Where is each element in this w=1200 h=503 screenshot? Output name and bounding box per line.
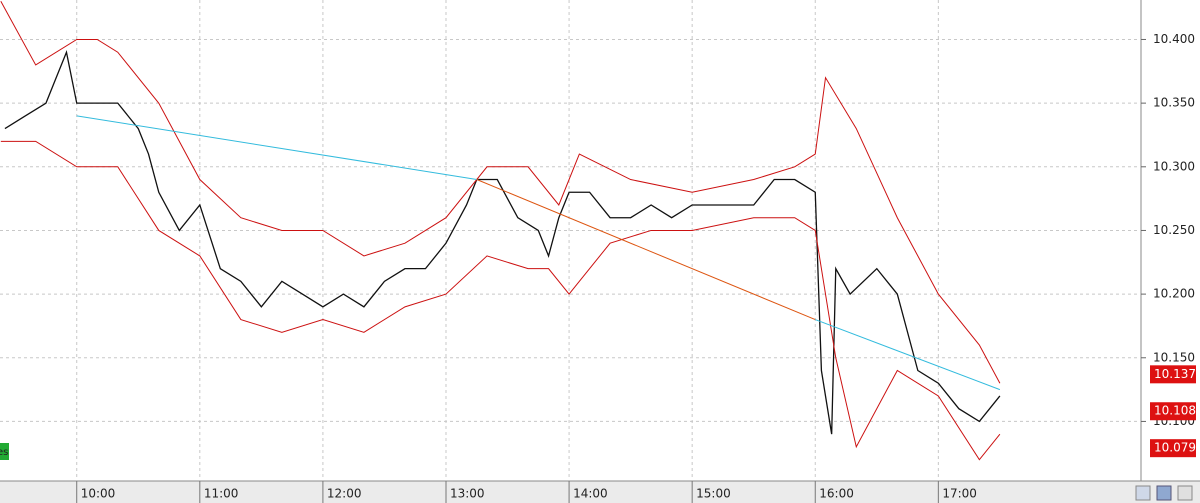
series-line: [476, 179, 816, 321]
y-tick-label: 10.250: [1153, 223, 1195, 237]
price-tag: [1150, 439, 1196, 458]
x-axis-band: [0, 481, 1200, 503]
price-tag-label: 10.108: [1154, 404, 1196, 418]
price-tag-label: 10.079: [1154, 441, 1196, 455]
x-tick-label: 10:00: [81, 487, 116, 501]
series-line: [76, 115, 477, 181]
x-tick-label: 16:00: [819, 487, 854, 501]
pin-button[interactable]: [1177, 485, 1193, 501]
y-tick-label: 10.400: [1153, 32, 1195, 46]
y-tick-label: 10.150: [1153, 350, 1195, 364]
save-button[interactable]: [1156, 485, 1172, 501]
price-tag: [1150, 402, 1196, 421]
x-tick-label: 14:00: [573, 487, 608, 501]
badge: es: [0, 447, 8, 458]
y-tick-label: 10.350: [1153, 96, 1195, 110]
series-line: [0, 1, 1001, 384]
price-tag: [1150, 365, 1196, 384]
series-line: [815, 319, 1001, 391]
y-tick-label: 10.300: [1153, 159, 1195, 173]
x-tick-label: 13:00: [450, 487, 485, 501]
x-tick-label: 17:00: [942, 487, 977, 501]
series-line: [0, 140, 1001, 461]
y-tick-label: 10.200: [1153, 287, 1195, 301]
badge-box: [0, 443, 9, 460]
x-tick-label: 12:00: [327, 487, 362, 501]
x-tick-label: 11:00: [204, 487, 239, 501]
x-tick-label: 15:00: [696, 487, 731, 501]
price-tag-label: 10.137: [1154, 367, 1196, 381]
toolbar-button[interactable]: [1135, 485, 1151, 501]
series-line: [4, 49, 1001, 435]
